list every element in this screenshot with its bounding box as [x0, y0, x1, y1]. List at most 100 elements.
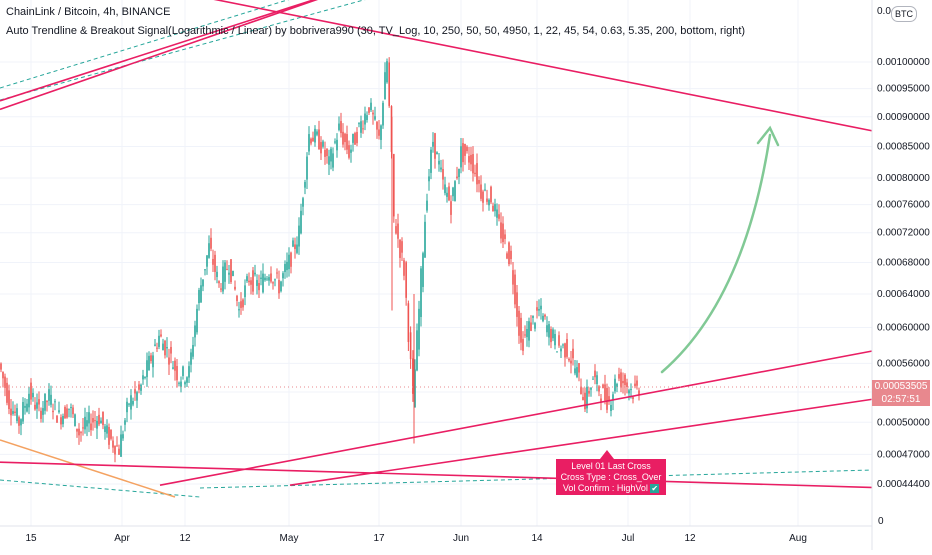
indicator-label[interactable]: Auto Trendline & Breakout Signal(Logarit…	[6, 25, 746, 37]
candle-body	[52, 410, 54, 413]
candle-body	[388, 62, 390, 106]
candle-body	[22, 402, 24, 422]
candle-body	[378, 129, 380, 136]
candle-body	[278, 279, 280, 294]
callout-pointer	[600, 450, 614, 459]
y-tick-label: 0.00044400	[877, 479, 930, 490]
candle-body	[282, 273, 284, 279]
candle-body	[316, 131, 318, 135]
candle-body	[212, 259, 214, 265]
candle-body	[222, 266, 224, 292]
candle-body	[638, 390, 640, 395]
candle-body	[456, 176, 458, 179]
candle-body	[518, 310, 520, 336]
candle-body	[462, 143, 464, 163]
candle-body	[536, 307, 538, 311]
y-tick-label: 0.00085000	[877, 141, 930, 152]
candle-body	[344, 133, 346, 143]
candle-body	[542, 315, 544, 322]
candle-body	[86, 420, 88, 427]
candle-body	[608, 396, 610, 402]
candle-body	[130, 395, 132, 410]
breakout-callout: Level 01 Last Cross Cross Type : Cross_O…	[556, 459, 666, 495]
candle-body	[266, 278, 268, 280]
trendlines[interactable]	[0, 0, 876, 489]
x-tick-label: 15	[25, 533, 37, 544]
x-tick-label: May	[280, 533, 299, 544]
candle-body	[564, 343, 566, 358]
callout-line-2: Cross Type : Cross_Over	[560, 472, 662, 482]
candle-body	[616, 383, 618, 387]
current-price-tag: 0.00053505 02:57:51	[872, 380, 930, 407]
candle-body	[574, 368, 576, 374]
candle-body	[284, 264, 286, 272]
candle-body	[190, 352, 192, 365]
candle-body	[202, 279, 204, 287]
candle-body	[188, 366, 190, 378]
x-tick-label: Jun	[453, 533, 469, 544]
check-icon: ✔	[650, 484, 660, 493]
callout-line-3: Vol Confirm : HighVol ✔	[556, 483, 666, 494]
candle-body	[568, 358, 570, 361]
y-tick-label: 0.00095000	[877, 84, 930, 95]
candle-body	[4, 376, 6, 388]
y-tick-label: 0.00060000	[877, 323, 930, 334]
candle-body	[308, 134, 310, 152]
candle-body	[238, 309, 240, 311]
candle-body	[272, 282, 274, 284]
candle-body	[393, 154, 395, 217]
candle-body	[50, 394, 52, 405]
candle-body	[428, 176, 430, 182]
candle-body	[102, 411, 104, 426]
candle-body	[592, 378, 594, 380]
candle-body	[409, 332, 412, 360]
candle-body	[128, 403, 130, 405]
candle-body	[570, 360, 572, 364]
candle-body	[252, 270, 254, 292]
candle-body	[196, 308, 198, 333]
candle-body	[90, 423, 92, 431]
candle-body	[296, 244, 298, 253]
candle-body	[88, 412, 90, 424]
candle-body	[26, 403, 28, 412]
candle-body	[532, 315, 534, 318]
candle-body	[30, 382, 32, 400]
candle-body	[566, 339, 568, 357]
candle-body	[242, 299, 244, 308]
candle-body	[168, 357, 170, 365]
candle-body	[604, 384, 606, 401]
candle-body	[454, 181, 456, 202]
candle-body	[162, 343, 164, 351]
candle-body	[146, 360, 148, 378]
candle-body	[512, 270, 514, 285]
candle-body	[324, 149, 326, 157]
candle-body	[405, 262, 407, 298]
candle-body	[354, 133, 356, 145]
candle-body	[486, 198, 488, 202]
candle-body	[320, 142, 322, 154]
candle-body	[32, 392, 34, 398]
candle-body	[520, 317, 522, 343]
candle-body	[458, 168, 460, 178]
candle-body	[470, 154, 472, 165]
candle-body	[144, 377, 146, 379]
candle-body	[78, 428, 80, 436]
candle-body	[244, 285, 246, 298]
candle-body	[372, 112, 374, 115]
y-tick-label: 0.00068000	[877, 257, 930, 268]
candle-body	[84, 416, 86, 430]
candle-body	[446, 192, 448, 197]
candle-body	[434, 133, 436, 159]
candle-body	[274, 279, 276, 281]
candle-body	[538, 308, 540, 311]
candle-body	[56, 415, 58, 423]
arrow-shaft	[660, 133, 772, 374]
candle-body	[276, 272, 278, 274]
projection-arrow	[660, 125, 780, 374]
currency-badge[interactable]: BTC	[891, 6, 917, 22]
price-scale-bg[interactable]	[872, 0, 932, 550]
y-tick-label: 0.00090000	[877, 112, 930, 123]
candle-body	[596, 375, 598, 384]
